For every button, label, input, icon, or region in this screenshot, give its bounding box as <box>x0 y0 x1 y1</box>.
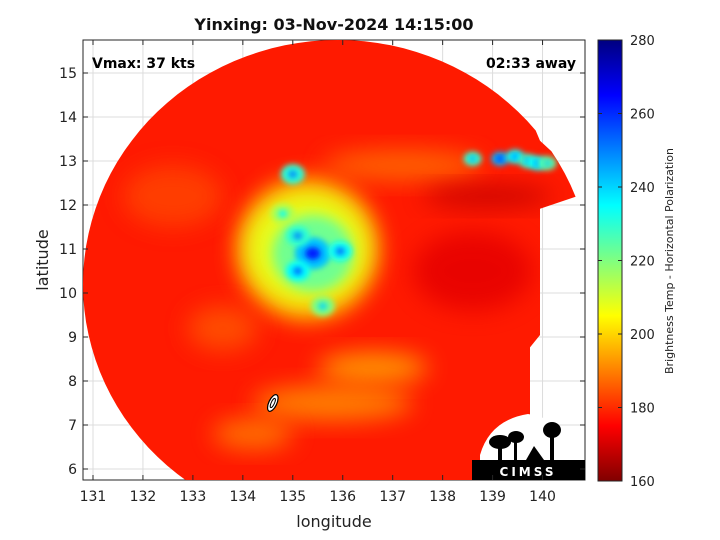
storm-center-marker <box>266 394 279 412</box>
y-tick-label: 10 <box>59 286 77 302</box>
x-tick-label: 137 <box>379 489 406 505</box>
x-tick-label: 131 <box>80 489 107 505</box>
colorbar-tick-label: 240 <box>630 181 655 196</box>
moisture-band <box>187 306 258 351</box>
rainband-cell <box>512 154 518 159</box>
convective-cells <box>247 149 557 317</box>
y-tick-label: 15 <box>59 66 77 82</box>
y-tick-label: 9 <box>68 330 77 346</box>
logo-bar <box>472 460 585 480</box>
swath-image <box>83 40 576 480</box>
y-tick-label: 8 <box>68 374 77 390</box>
y-tick-label: 12 <box>59 198 77 214</box>
y-axis-label: latitude <box>33 229 52 290</box>
cimss-logo: CIMSS <box>472 414 585 480</box>
moisture-band <box>317 352 428 384</box>
rainband-cell <box>469 156 476 162</box>
colorbar-tick-label: 160 <box>630 475 655 490</box>
x-tick-label: 135 <box>279 489 306 505</box>
x-tick-label: 133 <box>180 489 207 505</box>
y-tick-label: 11 <box>59 242 77 258</box>
moisture-band <box>212 418 293 450</box>
vmax-annotation: Vmax: 37 kts <box>92 56 195 72</box>
y-tick-label: 6 <box>68 462 77 478</box>
convective-cell <box>318 302 328 310</box>
logo-tower-post <box>550 437 554 460</box>
moisture-band <box>252 385 413 421</box>
convective-cell <box>335 247 345 255</box>
colorbar-tick-label: 200 <box>630 328 655 343</box>
logo-dish-post <box>514 442 517 460</box>
logo-building <box>526 446 544 460</box>
convective-cell <box>293 267 303 275</box>
y-tick-label: 7 <box>68 418 77 434</box>
y-tick-label: 14 <box>59 110 77 126</box>
convective-cell <box>278 210 288 218</box>
colorbar-tick-label: 260 <box>630 108 655 123</box>
x-tick-label: 134 <box>229 489 256 505</box>
x-ticks: 131 132 133 134 135 136 137 138 139 140 <box>80 40 556 505</box>
x-axis-label: longitude <box>296 512 371 531</box>
x-tick-label: 138 <box>429 489 456 505</box>
colorbar-tick-label: 180 <box>630 402 655 417</box>
moisture-band <box>422 185 553 208</box>
colorbar-ticks: 160 180 200 220 240 260 280 <box>598 34 655 490</box>
logo-water-tower <box>543 422 561 438</box>
y-ticks: 6 7 8 9 10 11 12 13 14 15 <box>59 66 585 478</box>
rainband-cell <box>544 160 551 166</box>
moisture-band <box>412 231 533 311</box>
x-tick-label: 140 <box>529 489 556 505</box>
chart-title: Yinxing: 03-Nov-2024 14:15:00 <box>193 15 473 34</box>
x-tick-label: 139 <box>479 489 506 505</box>
time-away-annotation: 02:33 away <box>486 56 576 72</box>
logo-dish <box>508 431 524 443</box>
colorbar-tick-label: 220 <box>630 255 655 270</box>
colorbar-tick-label: 280 <box>630 34 655 49</box>
logo-dish-post <box>498 446 502 460</box>
y-tick-label: 13 <box>59 154 77 170</box>
colorbar-label: Brightness Temp - Horizontal Polarizatio… <box>663 148 676 374</box>
convective-cell <box>288 170 298 178</box>
x-tick-label: 136 <box>329 489 356 505</box>
convective-cell <box>305 247 321 260</box>
rainband-cell <box>497 156 503 162</box>
logo-text: CIMSS <box>500 465 557 479</box>
moisture-band <box>122 165 223 227</box>
convective-cell <box>293 232 303 240</box>
x-tick-label: 132 <box>130 489 157 505</box>
logo-dish <box>489 435 511 449</box>
moisture-band <box>322 150 483 181</box>
storm-marker-inner <box>269 397 276 409</box>
